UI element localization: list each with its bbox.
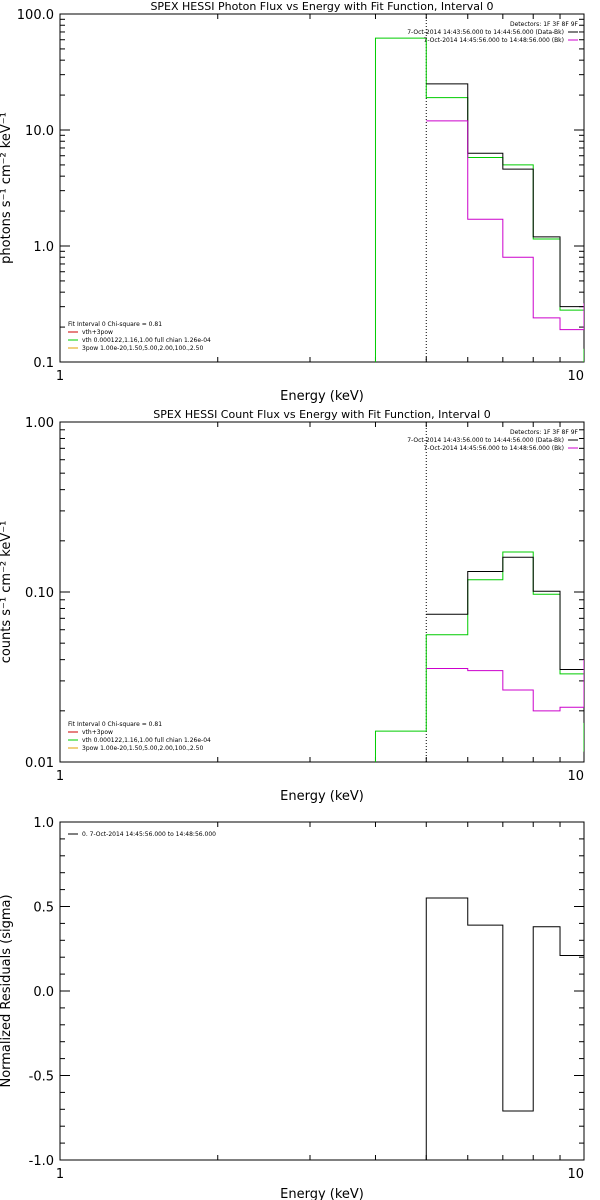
y-axis-label: counts s⁻¹ cm⁻² keV⁻¹ xyxy=(0,521,14,664)
legend-entry: 3pow 1.00e-20,1.50,5.00,2.00,100.,2.50 xyxy=(82,745,203,752)
y-tick-label: -1.0 xyxy=(29,1154,54,1169)
chart-title: SPEX HESSI Photon Flux vs Energy with Fi… xyxy=(150,0,493,13)
chart-panel-0: 1 10 0.1 1.0 10.0 100.0 SPEX HESSI Photon Flux… xyxy=(0,0,585,404)
series-2 xyxy=(426,659,584,712)
x-axis-label: Energy (keV) xyxy=(280,789,364,804)
legend-entry: vth 0.000122,1.16,1.00 full chian 1.26e-… xyxy=(82,737,211,744)
y-axis-label: photons s⁻¹ cm⁻² keV⁻¹ xyxy=(0,112,14,264)
legend-header: Detectors: 1F 3F 8F 9F xyxy=(510,429,579,436)
series-1 xyxy=(426,556,584,723)
y-tick-label: 0.5 xyxy=(33,901,54,916)
series-2 xyxy=(426,120,584,331)
series-0 xyxy=(374,37,584,362)
y-tick-label: -0.5 xyxy=(29,1070,54,1085)
y-tick-label: 1.00 xyxy=(25,416,54,431)
x-axis-label: Energy (keV) xyxy=(280,389,364,404)
series-line xyxy=(426,556,584,723)
plot-frame xyxy=(59,821,585,1161)
legend-entry: 0. 7-Oct-2014 14:45:56.000 to 14:48:56.0… xyxy=(82,831,216,838)
legend-entry: vth 0.000122,1.16,1.00 full chian 1.26e-… xyxy=(82,337,211,344)
chart-panel-2: 1 10 -1.0 -0.5 0.0 0.5 1.0 Energy (keV) Normaliz… xyxy=(0,816,585,1200)
y-tick-label: 1.0 xyxy=(33,240,54,255)
y-tick-label: 1.0 xyxy=(33,816,54,831)
chart-panel-1: 1 10 0.01 0.10 1.00 SPEX HESSI Count Flux vs … xyxy=(0,408,585,804)
x-tick-label: 1 xyxy=(56,1167,64,1182)
x-axis-label: Energy (keV) xyxy=(280,1187,364,1200)
y-tick-label: 0.0 xyxy=(33,985,54,1000)
x-tick-label: 10 xyxy=(567,769,584,784)
y-tick-label: 0.1 xyxy=(33,356,54,371)
x-tick-label: 10 xyxy=(567,1167,584,1182)
series-line xyxy=(374,37,584,362)
plot-frame xyxy=(59,421,585,763)
legend-header: Detectors: 1F 3F 8F 9F xyxy=(510,21,579,28)
series-line xyxy=(426,659,584,712)
x-tick-label: 10 xyxy=(567,369,584,384)
legend-entry: 7-Oct-2014 14:45:56.000 to 14:48:56.000 … xyxy=(424,445,565,452)
legend-entry: 7-Oct-2014 14:45:56.000 to 14:48:56.000 … xyxy=(424,37,565,44)
chart-title: SPEX HESSI Count Flux vs Energy with Fit… xyxy=(153,408,490,421)
legend-header: Fit Interval 0 Chi-square = 0.81 xyxy=(68,321,162,328)
plot-frame xyxy=(59,13,585,363)
y-tick-label: 0.01 xyxy=(25,756,54,771)
x-tick-label: 1 xyxy=(56,369,64,384)
plot-area xyxy=(374,422,584,762)
x-tick-label: 1 xyxy=(56,769,64,784)
y-axis-label: Normalized Residuals (sigma) xyxy=(0,894,14,1087)
legend-entry: vth+3pow xyxy=(82,329,113,336)
y-tick-label: 0.10 xyxy=(25,586,54,601)
plot-area xyxy=(374,14,584,362)
y-tick-label: 100.0 xyxy=(17,8,54,23)
legend-entry: 7-Oct-2014 14:43:56.000 to 14:44:56.000 … xyxy=(407,29,564,36)
legend-entry: vth+3pow xyxy=(82,729,113,736)
series-line xyxy=(425,886,584,1160)
series-0 xyxy=(374,551,584,762)
legend-entry: 3pow 1.00e-20,1.50,5.00,2.00,100.,2.50 xyxy=(82,345,203,352)
series-0 xyxy=(425,886,584,1160)
series-1 xyxy=(426,83,584,349)
y-tick-label: 10.0 xyxy=(25,124,54,139)
legend-header: Fit Interval 0 Chi-square = 0.81 xyxy=(68,721,162,728)
plot-area xyxy=(425,886,584,1160)
series-line xyxy=(426,120,584,331)
legend-entry: 7-Oct-2014 14:43:56.000 to 14:44:56.000 … xyxy=(407,437,564,444)
